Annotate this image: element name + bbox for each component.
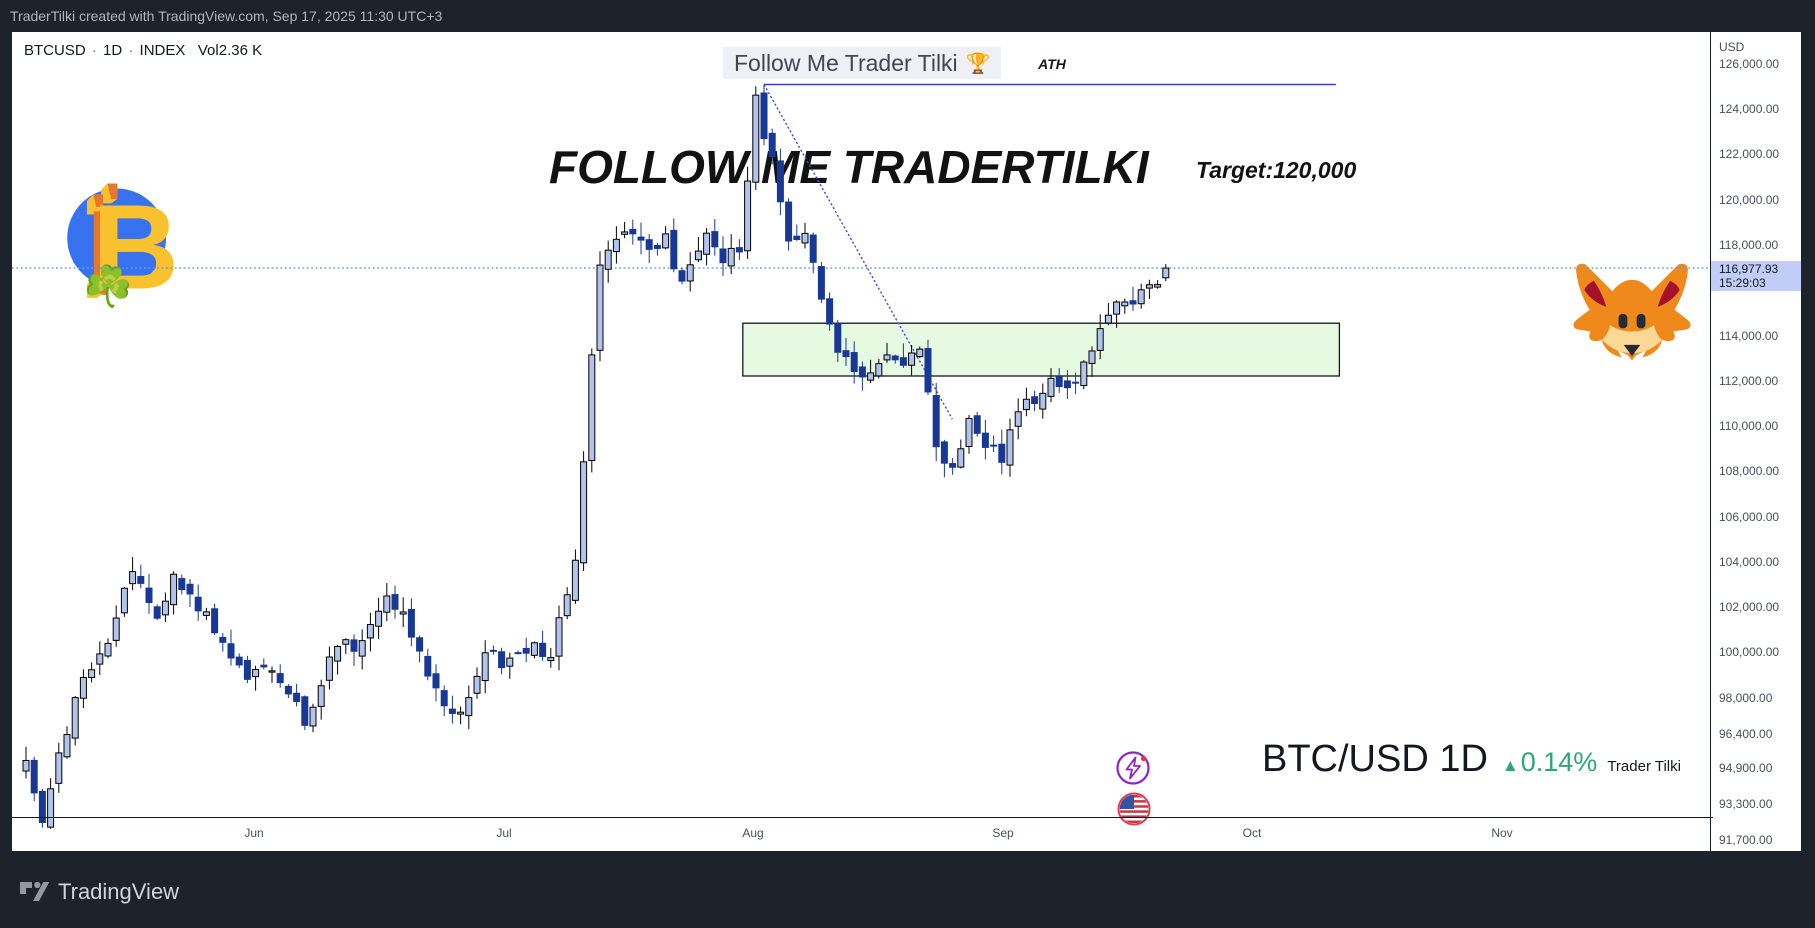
svg-text:ATH: ATH bbox=[1037, 56, 1067, 72]
